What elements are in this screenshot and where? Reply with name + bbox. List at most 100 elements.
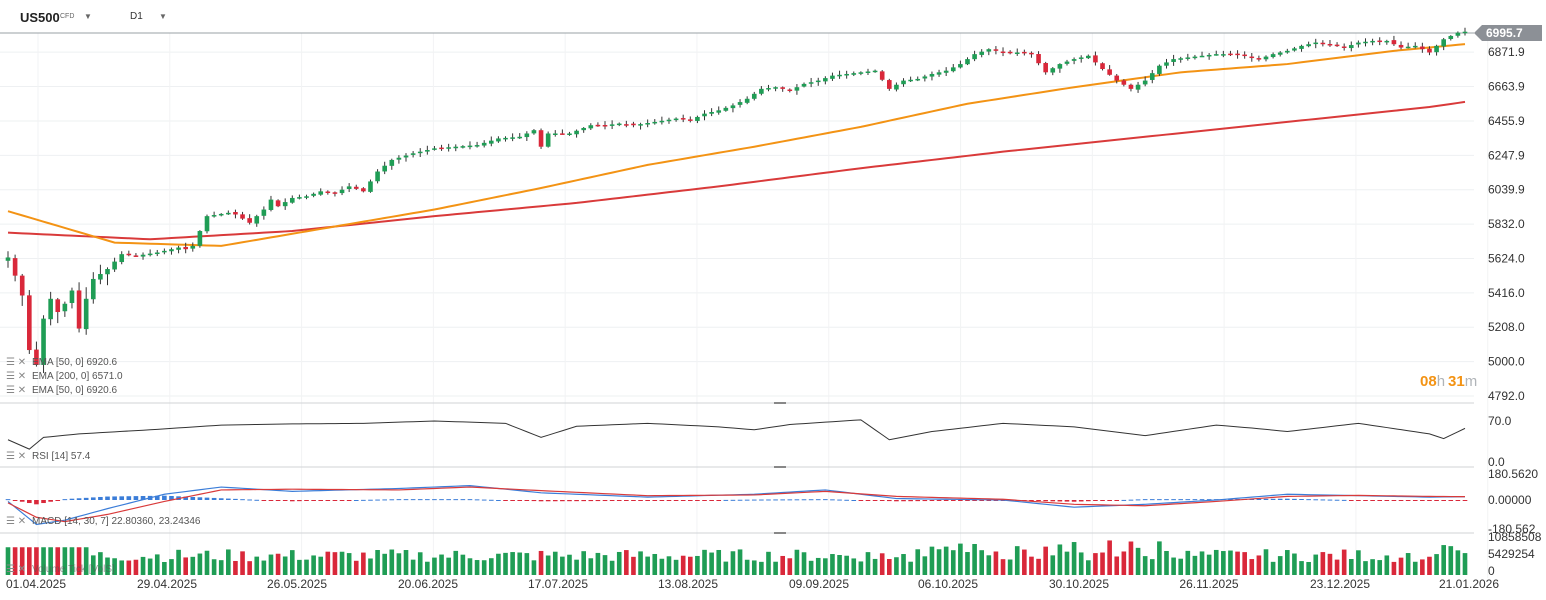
macd-histogram-bar [282,500,288,501]
volume-bar [1256,555,1262,575]
candle-body [751,93,757,99]
volume-bar [1000,559,1006,575]
volume-bar [1114,556,1120,575]
candle-body [162,250,167,253]
chevron-down-icon[interactable]: ▼ [84,12,92,21]
chevron-down-icon[interactable]: ▼ [159,12,167,21]
candle-body [858,72,864,74]
macd-histogram-bar [929,500,935,502]
volume-bar [133,559,139,575]
candle-body [716,110,722,113]
volume-bar [1128,541,1134,575]
legend-ema50[interactable]: ☰ ✕ EMA [50, 0] 6920.6 [6,385,117,396]
macd-histogram-bar [744,499,750,501]
candle-body [1420,46,1425,50]
volume-bar [190,556,196,575]
macd-histogram-bar [680,500,686,501]
volume-bar [1427,556,1432,575]
macd-line [7,484,1466,526]
macd-histogram-bar [908,500,913,502]
volume-bar [382,553,387,575]
legend-macd[interactable]: ☰ ✕ MACD [14, 30, 7] 22.80360, 23.24346 [6,516,201,527]
candle-body [1263,56,1269,60]
candle-body [624,124,629,126]
volume-bar [154,554,160,575]
volume-bar [652,553,658,575]
volume-bar [218,560,224,575]
svg-text:EMA [50, 0] 6920.6: EMA [50, 0] 6920.6 [32,357,117,368]
volume-bar [432,557,437,575]
candle-body [865,71,871,74]
candle-body [659,120,665,123]
macd-histogram-bar [609,500,615,502]
volume-bar [709,552,714,575]
candle-body [481,142,487,146]
volume-bar [1334,559,1340,575]
candle-body [90,278,96,300]
candle-body [1093,55,1098,63]
candle-body [894,84,899,90]
volume-bar [1348,559,1354,575]
candle-body [687,119,693,121]
candle-body [27,295,32,351]
volume-bar [901,554,906,575]
volume-bar [282,556,288,575]
volume-bar [1235,551,1240,575]
volume-bar [439,554,444,575]
macd-histogram-bar [346,500,352,501]
candle-body [759,88,764,94]
candle-body [382,165,387,172]
volume-bar [1341,549,1347,575]
volume-bar [98,552,103,575]
macd-histogram-bar [1405,500,1411,501]
volume-bar [1086,560,1091,575]
volume-bar [894,557,899,575]
legend-ema-top[interactable]: ☰ ✕ EMA [50, 0] 6920.6 [6,357,117,368]
volume-bar [1107,540,1112,575]
x-tick-label: 01.04.2025 [6,577,66,591]
candle-body [780,87,786,89]
macd-histogram-bar [1057,500,1063,502]
volume-bar [1320,552,1326,575]
legend-ema200[interactable]: ☰ ✕ EMA [200, 0] 6571.0 [6,371,123,382]
macd-histogram-bar [375,499,380,501]
legend-volume[interactable]: ☰ ✕ Volume Tick [VolS] [6,564,115,575]
legend-rsi[interactable]: ☰ ✕ RSI [14] 57.4 [6,451,91,462]
volume-bar [375,550,380,575]
candle-body [1029,52,1034,55]
macd-histogram-bar [140,496,146,500]
candle-body [48,298,53,320]
candle-body [339,189,345,194]
candle-body [268,199,274,210]
macd-histogram-bar [687,500,693,501]
candle-body [396,157,402,160]
macd-histogram-bar [545,500,551,502]
candle-body [1114,75,1120,81]
volume-bar [83,547,89,575]
volume-bar [751,560,757,575]
candle-body [346,186,352,189]
symbol-selector[interactable]: US500 [20,10,60,25]
macd-histogram-bar [730,499,736,501]
candle-body [432,148,437,150]
candle-body [915,78,921,81]
timeframe-selector[interactable]: D1 [130,11,143,22]
candle-body [574,130,579,135]
candle-body [204,216,210,232]
candle-body [1277,52,1283,55]
macd-histogram-bar [1064,500,1070,502]
macd-histogram-bar [1270,498,1276,500]
candle-body [183,246,188,250]
macd-histogram-bar [979,500,985,501]
y-tick-label: 6247.9 [1488,148,1525,162]
volume-bar [481,560,487,575]
macd-histogram-bar [552,500,558,502]
macd-histogram-bar [69,498,75,500]
macd-histogram-bar [233,498,238,500]
macd-histogram-bar [1114,500,1120,501]
volume-bar [609,560,615,575]
volume-bar [417,552,423,575]
candle-body [1270,54,1276,58]
volume-bar [361,552,366,575]
